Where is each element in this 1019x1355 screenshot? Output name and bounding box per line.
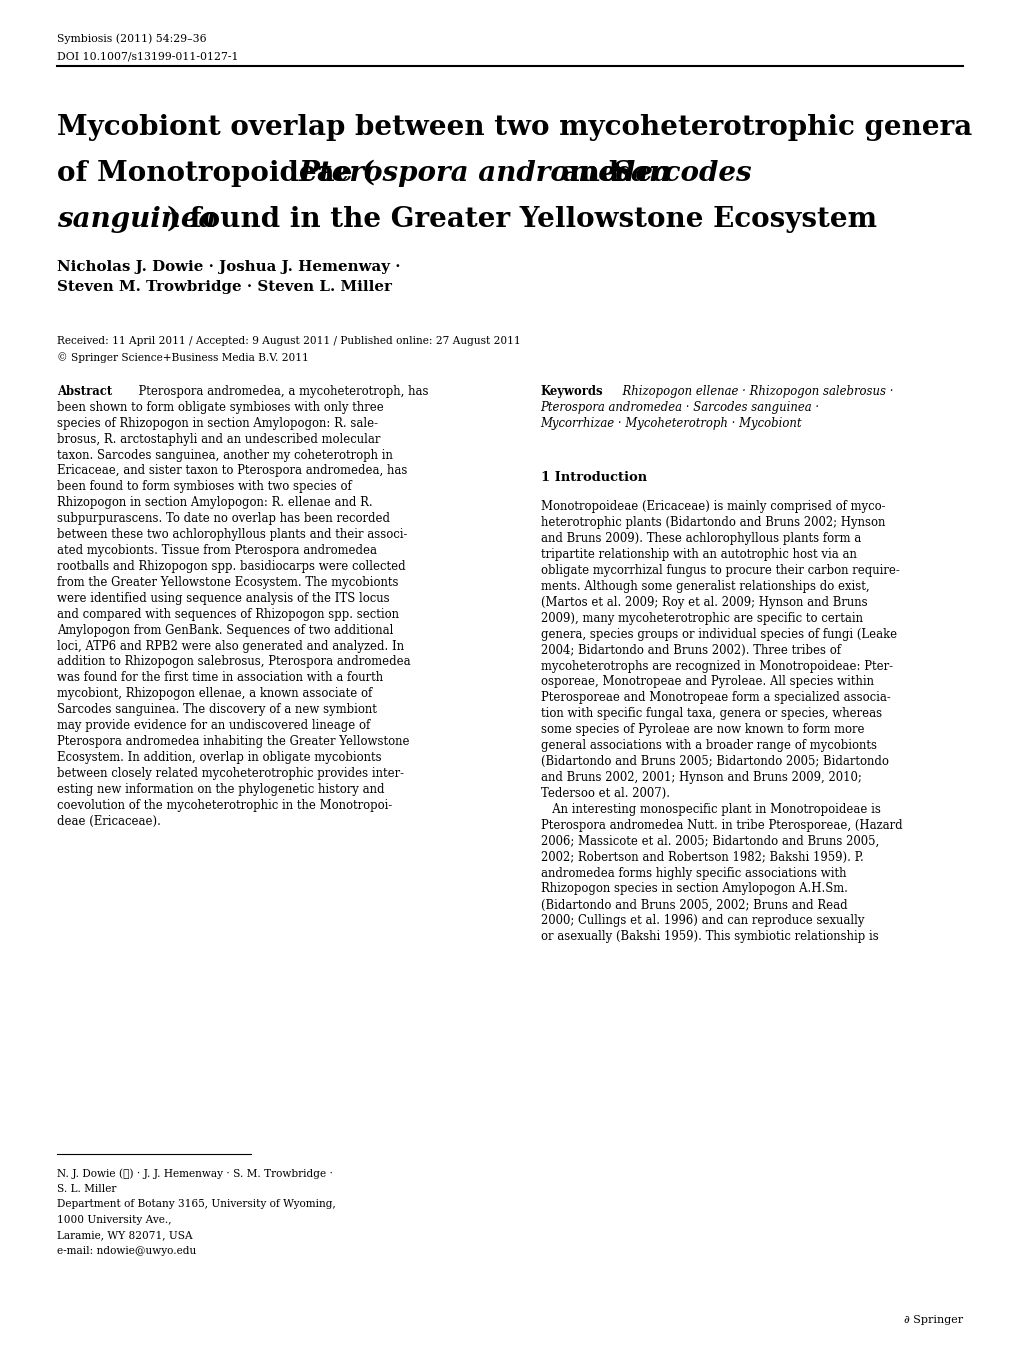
Text: Pterospora andromedea Nutt. in tribe Pterosporeae, (Hazard: Pterospora andromedea Nutt. in tribe Pte… [540,818,902,832]
Text: from the Greater Yellowstone Ecosystem. The mycobionts: from the Greater Yellowstone Ecosystem. … [57,576,398,589]
Text: species of Rhizopogon in section Amylopogon: R. sale-: species of Rhizopogon in section Amylopo… [57,417,378,430]
Text: Pterosporeae and Monotropeae form a specialized associa-: Pterosporeae and Monotropeae form a spec… [540,691,890,705]
Text: ated mycobionts. Tissue from Pterospora andromedea: ated mycobionts. Tissue from Pterospora … [57,543,377,557]
Text: tion with specific fungal taxa, genera or species, whereas: tion with specific fungal taxa, genera o… [540,707,880,721]
Text: 1000 University Ave.,: 1000 University Ave., [57,1215,171,1225]
Text: subpurpurascens. To date no overlap has been recorded: subpurpurascens. To date no overlap has … [57,512,389,526]
Text: Department of Botany 3165, University of Wyoming,: Department of Botany 3165, University of… [57,1199,335,1209]
Text: N. J. Dowie (✉) · J. J. Hemenway · S. M. Trowbridge ·: N. J. Dowie (✉) · J. J. Hemenway · S. M.… [57,1168,332,1179]
Text: and compared with sequences of Rhizopogon spp. section: and compared with sequences of Rhizopogo… [57,607,398,621]
Text: osporeae, Monotropeae and Pyroleae. All species within: osporeae, Monotropeae and Pyroleae. All … [540,676,872,688]
Text: Symbiosis (2011) 54:29–36: Symbiosis (2011) 54:29–36 [57,34,207,45]
Text: Received: 11 April 2011 / Accepted: 9 August 2011 / Published online: 27 August : Received: 11 April 2011 / Accepted: 9 Au… [57,336,521,346]
Text: ments. Although some generalist relationships do exist,: ments. Although some generalist relation… [540,580,868,593]
Text: mycoheterotrophs are recognized in Monotropoideae: Pter-: mycoheterotrophs are recognized in Monot… [540,660,892,672]
Text: esting new information on the phylogenetic history and: esting new information on the phylogenet… [57,783,384,795]
Text: mycobiont, Rhizopogon ellenae, a known associate of: mycobiont, Rhizopogon ellenae, a known a… [57,687,372,701]
Text: Pterospora andromedea, a mycoheterotroph, has: Pterospora andromedea, a mycoheterotroph… [131,385,428,398]
Text: or asexually (Bakshi 1959). This symbiotic relationship is: or asexually (Bakshi 1959). This symbiot… [540,931,877,943]
Text: Tedersoo et al. 2007).: Tedersoo et al. 2007). [540,787,668,799]
Text: Ericaceae, and sister taxon to Pterospora andromedea, has: Ericaceae, and sister taxon to Pterospor… [57,465,408,477]
Text: Ecosystem. In addition, overlap in obligate mycobionts: Ecosystem. In addition, overlap in oblig… [57,751,381,764]
Text: some species of Pyroleae are now known to form more: some species of Pyroleae are now known t… [540,724,863,736]
Text: may provide evidence for an undiscovered lineage of: may provide evidence for an undiscovered… [57,720,370,732]
Text: S. L. Miller: S. L. Miller [57,1184,116,1194]
Text: Sarcodes sanguinea. The discovery of a new symbiont: Sarcodes sanguinea. The discovery of a n… [57,703,377,717]
Text: obligate mycorrhizal fungus to procure their carbon require-: obligate mycorrhizal fungus to procure t… [540,564,899,577]
Text: Pterospora andromedea: Pterospora andromedea [299,160,672,187]
Text: Nicholas J. Dowie · Joshua J. Hemenway ·: Nicholas J. Dowie · Joshua J. Hemenway · [57,260,400,274]
Text: Pterospora andromedea inhabiting the Greater Yellowstone: Pterospora andromedea inhabiting the Gre… [57,736,410,748]
Text: Rhizopogon species in section Amylopogon A.H.Sm.: Rhizopogon species in section Amylopogon… [540,882,847,896]
Text: 2004; Bidartondo and Bruns 2002). Three tribes of: 2004; Bidartondo and Bruns 2002). Three … [540,644,840,657]
Text: 2006; Massicote et al. 2005; Bidartondo and Bruns 2005,: 2006; Massicote et al. 2005; Bidartondo … [540,835,878,848]
Text: heterotrophic plants (Bidartondo and Bruns 2002; Hynson: heterotrophic plants (Bidartondo and Bru… [540,516,884,530]
Text: between these two achlorophyllous plants and their associ-: between these two achlorophyllous plants… [57,528,408,541]
Text: Amylopogon from GenBank. Sequences of two additional: Amylopogon from GenBank. Sequences of tw… [57,623,393,637]
Text: ) found in the Greater Yellowstone Ecosystem: ) found in the Greater Yellowstone Ecosy… [167,206,876,233]
Text: tripartite relationship with an autotrophic host via an: tripartite relationship with an autotrop… [540,549,856,561]
Text: DOI 10.1007/s13199-011-0127-1: DOI 10.1007/s13199-011-0127-1 [57,51,238,61]
Text: been shown to form obligate symbioses with only three: been shown to form obligate symbioses wi… [57,401,383,413]
Text: taxon. Sarcodes sanguinea, another my coheterotroph in: taxon. Sarcodes sanguinea, another my co… [57,449,392,462]
Text: Monotropoideae (Ericaceae) is mainly comprised of myco-: Monotropoideae (Ericaceae) is mainly com… [540,500,884,514]
Text: loci, ATP6 and RPB2 were also generated and analyzed. In: loci, ATP6 and RPB2 were also generated … [57,640,404,653]
Text: coevolution of the mycoheterotrophic in the Monotropoi-: coevolution of the mycoheterotrophic in … [57,799,392,812]
Text: deae (Ericaceae).: deae (Ericaceae). [57,814,161,828]
Text: and Bruns 2009). These achlorophyllous plants form a: and Bruns 2009). These achlorophyllous p… [540,533,860,545]
Text: and Bruns 2002, 2001; Hynson and Bruns 2009, 2010;: and Bruns 2002, 2001; Hynson and Bruns 2… [540,771,860,785]
Text: andromedea forms highly specific associations with: andromedea forms highly specific associa… [540,867,846,879]
Text: Mycorrhizae · Mycoheterotroph · Mycobiont: Mycorrhizae · Mycoheterotroph · Mycobion… [540,417,801,430]
Text: Sarcodes: Sarcodes [611,160,752,187]
Text: been found to form symbioses with two species of: been found to form symbioses with two sp… [57,481,352,493]
Text: (Martos et al. 2009; Roy et al. 2009; Hynson and Bruns: (Martos et al. 2009; Roy et al. 2009; Hy… [540,596,866,608]
Text: © Springer Science+Business Media B.V. 2011: © Springer Science+Business Media B.V. 2… [57,352,309,363]
Text: Laramie, WY 82071, USA: Laramie, WY 82071, USA [57,1230,193,1240]
Text: An interesting monospecific plant in Monotropoideae is: An interesting monospecific plant in Mon… [540,802,879,816]
Text: ∂ Springer: ∂ Springer [903,1316,962,1325]
Text: Mycobiont overlap between two mycoheterotrophic genera: Mycobiont overlap between two mycohetero… [57,114,971,141]
Text: 2009), many mycoheterotrophic are specific to certain: 2009), many mycoheterotrophic are specif… [540,612,862,625]
Text: 2000; Cullings et al. 1996) and can reproduce sexually: 2000; Cullings et al. 1996) and can repr… [540,915,863,927]
Text: (Bidartondo and Bruns 2005, 2002; Bruns and Read: (Bidartondo and Bruns 2005, 2002; Bruns … [540,898,847,912]
Text: Keywords: Keywords [540,385,602,398]
Text: between closely related mycoheterotrophic provides inter-: between closely related mycoheterotrophi… [57,767,404,780]
Text: was found for the first time in association with a fourth: was found for the first time in associat… [57,672,383,684]
Text: rootballs and Rhizopogon spp. basidiocarps were collected: rootballs and Rhizopogon spp. basidiocar… [57,560,406,573]
Text: 1 Introduction: 1 Introduction [540,470,646,484]
Text: 2002; Robertson and Robertson 1982; Bakshi 1959). P.: 2002; Robertson and Robertson 1982; Baks… [540,851,862,863]
Text: sanguinea: sanguinea [57,206,216,233]
Text: e-mail: ndowie@uwyo.edu: e-mail: ndowie@uwyo.edu [57,1247,197,1256]
Text: brosus, R. arctostaphyli and an undescribed molecular: brosus, R. arctostaphyli and an undescri… [57,432,380,446]
Text: were identified using sequence analysis of the ITS locus: were identified using sequence analysis … [57,592,389,604]
Text: of Monotropoideae (: of Monotropoideae ( [57,160,375,187]
Text: Rhizopogon ellenae · Rhizopogon salebrosus ·: Rhizopogon ellenae · Rhizopogon salebros… [613,385,893,398]
Text: (Bidartondo and Bruns 2005; Bidartondo 2005; Bidartondo: (Bidartondo and Bruns 2005; Bidartondo 2… [540,755,888,768]
Text: and: and [551,160,628,187]
Text: Steven M. Trowbridge · Steven L. Miller: Steven M. Trowbridge · Steven L. Miller [57,280,391,294]
Text: addition to Rhizopogon salebrosus, Pterospora andromedea: addition to Rhizopogon salebrosus, Ptero… [57,656,411,668]
Text: general associations with a broader range of mycobionts: general associations with a broader rang… [540,740,875,752]
Text: Rhizopogon in section Amylopogon: R. ellenae and R.: Rhizopogon in section Amylopogon: R. ell… [57,496,372,509]
Text: genera, species groups or individual species of fungi (Leake: genera, species groups or individual spe… [540,627,896,641]
Text: Pterospora andromedea · Sarcodes sanguinea ·: Pterospora andromedea · Sarcodes sanguin… [540,401,819,413]
Text: Abstract: Abstract [57,385,112,398]
